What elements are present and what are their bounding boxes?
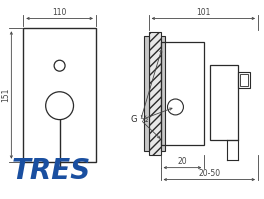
Bar xyxy=(161,42,204,145)
Bar xyxy=(144,36,149,151)
Bar xyxy=(238,72,250,88)
Text: 101: 101 xyxy=(196,8,210,18)
Text: G ½: G ½ xyxy=(131,115,148,124)
Text: TRES: TRES xyxy=(11,157,91,184)
Text: 151: 151 xyxy=(1,88,10,102)
Text: 110: 110 xyxy=(53,8,67,18)
Text: 20-50: 20-50 xyxy=(198,169,220,178)
Text: 20: 20 xyxy=(178,157,187,166)
Bar xyxy=(240,74,248,86)
Bar xyxy=(161,36,164,151)
Bar xyxy=(210,65,238,140)
Bar xyxy=(149,32,161,155)
